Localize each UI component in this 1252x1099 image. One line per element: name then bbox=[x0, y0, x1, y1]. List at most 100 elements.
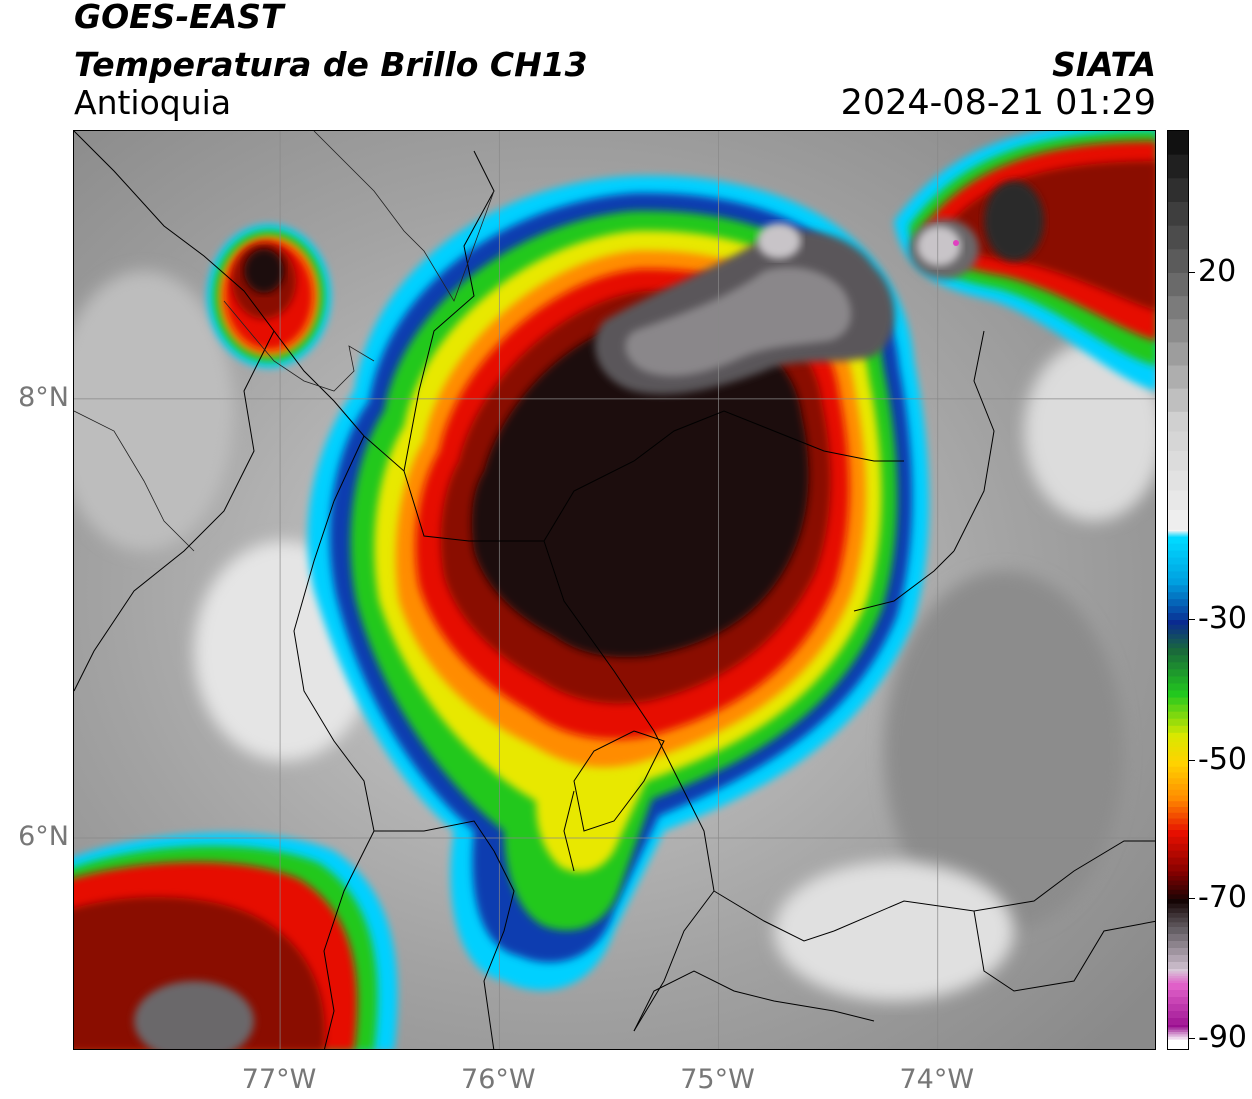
colorbar-segment bbox=[1168, 557, 1188, 566]
colorbar-segment bbox=[1168, 613, 1188, 621]
colorbar-segment bbox=[1168, 543, 1188, 552]
region-label: Antioquia bbox=[74, 83, 232, 122]
colorbar-segment bbox=[1168, 490, 1188, 511]
colorbar-segment bbox=[1168, 1036, 1188, 1040]
colorbar-segment bbox=[1168, 629, 1188, 635]
colorbar-segment bbox=[1168, 510, 1188, 531]
longitude-label-75w: 75°W bbox=[680, 1064, 755, 1095]
colorbar-segment bbox=[1168, 1034, 1188, 1038]
colorbar-segment bbox=[1168, 431, 1188, 452]
colorbar-tick bbox=[1189, 898, 1195, 899]
colorbar-segment bbox=[1168, 801, 1188, 808]
colorbar-segment bbox=[1168, 1032, 1188, 1035]
colorbar-segment bbox=[1168, 976, 1188, 979]
colorbar-segment bbox=[1168, 535, 1188, 538]
colorbar-segment bbox=[1168, 772, 1188, 779]
colorbar-segment bbox=[1168, 955, 1188, 963]
product-title: Temperatura de Brillo CH13 bbox=[74, 45, 588, 84]
colorbar-segment bbox=[1168, 778, 1188, 785]
colorbar-segment bbox=[1168, 766, 1188, 774]
colorbar-segment bbox=[1168, 624, 1188, 630]
colorbar-tick bbox=[1189, 760, 1195, 761]
colorbar-segment bbox=[1168, 249, 1188, 274]
colorbar-segment bbox=[1168, 962, 1188, 970]
colorbar bbox=[1167, 130, 1189, 1050]
colorbar-segment bbox=[1168, 850, 1188, 859]
colorbar-segment bbox=[1168, 655, 1188, 663]
colorbar-segment bbox=[1168, 903, 1188, 909]
colorbar-segment bbox=[1168, 536, 1188, 545]
colorbar-segment bbox=[1168, 529, 1188, 532]
graticule bbox=[74, 131, 1155, 1049]
colorbar-segment bbox=[1168, 1029, 1188, 1033]
colorbar-segment bbox=[1168, 899, 1188, 905]
colorbar-segment bbox=[1168, 578, 1188, 586]
colorbar-segment bbox=[1168, 451, 1188, 472]
colorbar-segment bbox=[1168, 978, 1188, 982]
colorbar-segment bbox=[1168, 830, 1188, 838]
colorbar-segment bbox=[1168, 342, 1188, 367]
colorbar-segment bbox=[1168, 620, 1188, 626]
coastline bbox=[74, 131, 495, 552]
colorbar-segment bbox=[1168, 683, 1188, 692]
longitude-label-74w: 74°W bbox=[899, 1064, 975, 1095]
colorbar-segment bbox=[1168, 704, 1188, 713]
colorbar-segment bbox=[1168, 1025, 1188, 1028]
colorbar-segment bbox=[1168, 676, 1188, 685]
colorbar-segment bbox=[1168, 154, 1188, 179]
colorbar-label: -50 bbox=[1198, 742, 1247, 777]
colorbar-segment bbox=[1168, 225, 1188, 250]
colorbar-segment bbox=[1168, 784, 1188, 791]
colorbar-segment bbox=[1168, 751, 1188, 757]
colorbar-segment bbox=[1168, 273, 1188, 297]
colorbar-segment bbox=[1168, 732, 1188, 739]
longitude-label-77w: 77°W bbox=[241, 1064, 317, 1095]
colorbar-segment bbox=[1168, 711, 1188, 720]
colorbar-segment bbox=[1168, 470, 1188, 492]
colorbar-segment bbox=[1168, 550, 1188, 559]
colorbar-segment bbox=[1168, 365, 1188, 390]
convective-cell-southwest bbox=[74, 832, 398, 1049]
colorbar-segment bbox=[1168, 634, 1188, 640]
colorbar-segment bbox=[1168, 725, 1188, 734]
colorbar-segment bbox=[1168, 836, 1188, 845]
datetime-label: 2024-08-21 01:29 bbox=[840, 83, 1156, 123]
colorbar-segment bbox=[1168, 296, 1188, 320]
colorbar-segment bbox=[1168, 980, 1188, 984]
colorbar-segment bbox=[1168, 533, 1188, 536]
colorbar-segment bbox=[1168, 319, 1188, 343]
colorbar-segment bbox=[1168, 1027, 1188, 1031]
colorbar-segment bbox=[1168, 969, 1188, 972]
colorbar-segment bbox=[1168, 599, 1188, 607]
colorbar-segment bbox=[1168, 202, 1188, 227]
colorbar-segment bbox=[1168, 606, 1188, 614]
colorbar-segment bbox=[1168, 807, 1188, 814]
colorbar-segment bbox=[1168, 971, 1188, 975]
colorbar-segment bbox=[1168, 756, 1188, 762]
colorbar-segment bbox=[1168, 571, 1188, 579]
colorbar-segment bbox=[1168, 795, 1188, 802]
colorbar-segment bbox=[1168, 948, 1188, 956]
colorbar-label: -90 bbox=[1198, 1020, 1247, 1055]
colorbar-tick bbox=[1189, 1038, 1195, 1039]
colorbar-segment bbox=[1168, 880, 1188, 886]
colorbar-segment bbox=[1168, 889, 1188, 895]
colorbar-label: -30 bbox=[1198, 601, 1247, 636]
colorbar-segment bbox=[1168, 983, 1188, 991]
convective-system-main bbox=[307, 175, 930, 991]
colorbar-segment bbox=[1168, 697, 1188, 706]
colorbar-tick bbox=[1189, 272, 1195, 273]
colorbar-segment bbox=[1168, 592, 1188, 600]
colorbar-segment bbox=[1168, 927, 1188, 935]
colorbar-segment bbox=[1168, 669, 1188, 677]
colorbar-segment bbox=[1168, 662, 1188, 670]
colorbar-segment bbox=[1168, 857, 1188, 866]
colorbar-segment bbox=[1168, 643, 1188, 649]
convective-cell-northeast bbox=[894, 131, 1155, 391]
colorbar-segment bbox=[1168, 997, 1188, 1005]
colorbar-segment bbox=[1168, 871, 1188, 877]
colorbar-segment bbox=[1168, 843, 1188, 852]
colorbar-segment bbox=[1168, 941, 1188, 949]
colorbar-segment bbox=[1168, 178, 1188, 203]
administrative-borders bbox=[74, 131, 1155, 1049]
